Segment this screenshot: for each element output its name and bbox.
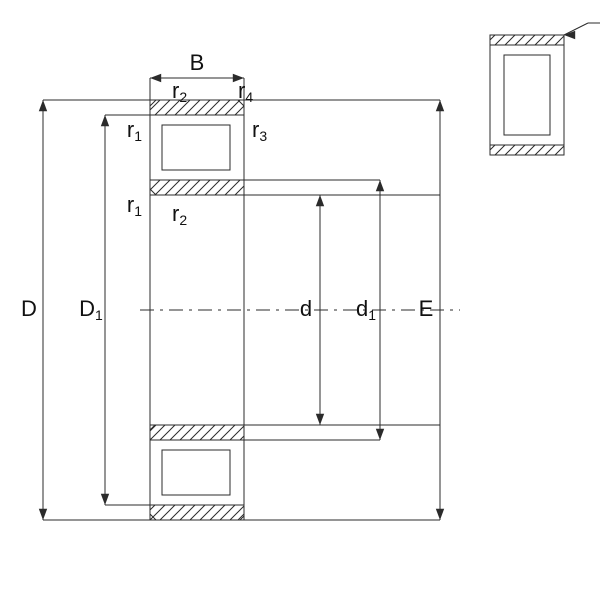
svg-text:d: d [300, 296, 312, 321]
svg-text:r4: r4 [238, 78, 253, 105]
bearing-diagram: DD1Bdd1Er2r4r1r3r1r2s [0, 0, 600, 600]
svg-text:B: B [190, 50, 205, 75]
svg-text:r1: r1 [127, 117, 142, 144]
svg-text:D: D [21, 296, 37, 321]
svg-text:r2: r2 [172, 201, 187, 228]
svg-text:r2: r2 [172, 78, 187, 105]
svg-text:E: E [419, 296, 434, 321]
svg-text:r3: r3 [252, 117, 267, 144]
svg-text:D1: D1 [79, 296, 103, 323]
svg-text:d1: d1 [356, 296, 376, 323]
svg-text:r1: r1 [127, 192, 142, 219]
